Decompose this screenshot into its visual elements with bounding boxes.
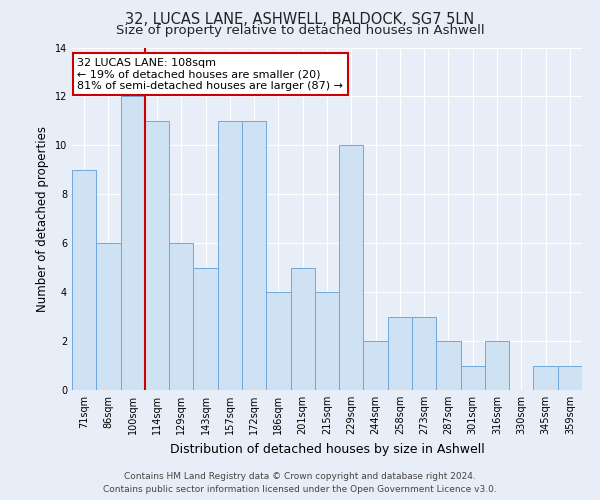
Bar [412,316,436,390]
X-axis label: Distribution of detached houses by size in Ashwell: Distribution of detached houses by size … [170,442,484,456]
Bar [169,243,193,390]
Bar [533,366,558,390]
Bar [266,292,290,390]
Bar [96,243,121,390]
Bar [315,292,339,390]
Y-axis label: Number of detached properties: Number of detached properties [36,126,49,312]
Bar [485,341,509,390]
Bar [339,146,364,390]
Bar [145,121,169,390]
Bar [461,366,485,390]
Text: Size of property relative to detached houses in Ashwell: Size of property relative to detached ho… [116,24,484,37]
Bar [436,341,461,390]
Bar [242,121,266,390]
Bar [121,96,145,390]
Text: 32, LUCAS LANE, ASHWELL, BALDOCK, SG7 5LN: 32, LUCAS LANE, ASHWELL, BALDOCK, SG7 5L… [125,12,475,28]
Text: 32 LUCAS LANE: 108sqm
← 19% of detached houses are smaller (20)
81% of semi-deta: 32 LUCAS LANE: 108sqm ← 19% of detached … [77,58,343,91]
Bar [72,170,96,390]
Bar [290,268,315,390]
Bar [364,341,388,390]
Text: Contains HM Land Registry data © Crown copyright and database right 2024.
Contai: Contains HM Land Registry data © Crown c… [103,472,497,494]
Bar [193,268,218,390]
Bar [558,366,582,390]
Bar [388,316,412,390]
Bar [218,121,242,390]
